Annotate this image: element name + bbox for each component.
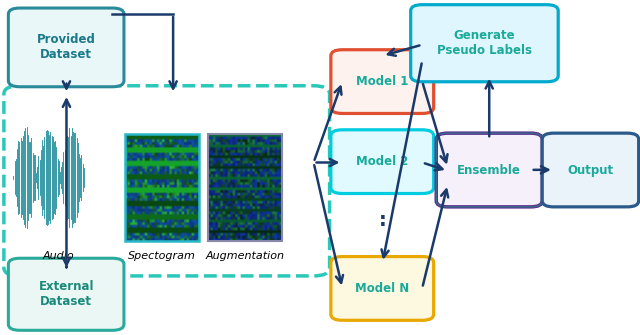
FancyBboxPatch shape bbox=[331, 130, 434, 194]
Text: :: : bbox=[379, 211, 387, 230]
Text: Generate
Pseudo Labels: Generate Pseudo Labels bbox=[437, 29, 532, 57]
FancyBboxPatch shape bbox=[436, 133, 542, 207]
Text: Model 1: Model 1 bbox=[356, 75, 408, 88]
Text: External
Dataset: External Dataset bbox=[38, 280, 94, 308]
Text: Model N: Model N bbox=[355, 282, 410, 295]
FancyBboxPatch shape bbox=[411, 5, 558, 82]
FancyBboxPatch shape bbox=[8, 258, 124, 330]
Text: Audio: Audio bbox=[42, 251, 74, 261]
Text: Model 2: Model 2 bbox=[356, 155, 408, 168]
Text: Provided
Dataset: Provided Dataset bbox=[36, 34, 95, 61]
FancyBboxPatch shape bbox=[331, 257, 434, 320]
Text: Augmentation: Augmentation bbox=[205, 251, 284, 261]
FancyBboxPatch shape bbox=[331, 50, 434, 114]
FancyBboxPatch shape bbox=[542, 133, 639, 207]
Text: Spectogram: Spectogram bbox=[128, 251, 196, 261]
Text: Output: Output bbox=[568, 163, 614, 177]
Text: Ensemble: Ensemble bbox=[458, 163, 521, 177]
FancyBboxPatch shape bbox=[8, 8, 124, 87]
